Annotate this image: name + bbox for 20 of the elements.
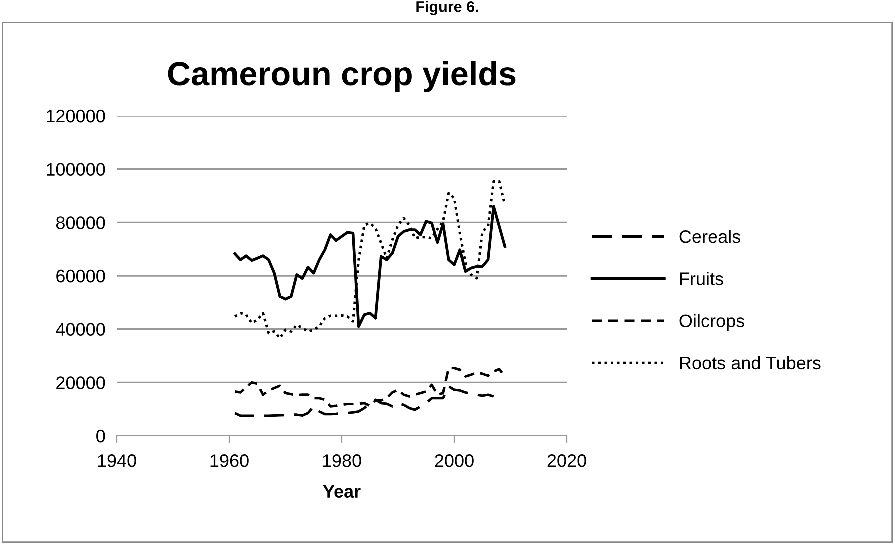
x-axis-title: Year <box>323 485 361 498</box>
legend-label: Fruits <box>680 272 724 286</box>
x-tick-label: 2020 <box>548 454 586 468</box>
x-tick-label: 1940 <box>98 454 136 468</box>
x-tick-label: 1960 <box>210 454 249 468</box>
y-tick-label: 120000 <box>47 110 106 123</box>
legend-label: Roots and Tubers <box>680 356 821 370</box>
chart-title: Cameroun crop yields <box>168 61 516 92</box>
legend-label: Cereals <box>680 230 740 244</box>
caption: Figure 6. <box>416 1 478 16</box>
y-tick-label: 40000 <box>56 323 106 336</box>
line-series <box>234 180 506 340</box>
x-tick-label: 1980 <box>323 454 362 468</box>
y-tick-label: 20000 <box>56 376 106 390</box>
y-tick-label: 60000 <box>56 270 106 283</box>
y-tick-label: 80000 <box>56 216 106 230</box>
legend-label: Oilcrops <box>680 314 744 332</box>
x-tick-label: 2000 <box>435 454 474 468</box>
y-tick-label: 100000 <box>47 163 106 176</box>
y-tick-label: 0 <box>96 430 106 443</box>
